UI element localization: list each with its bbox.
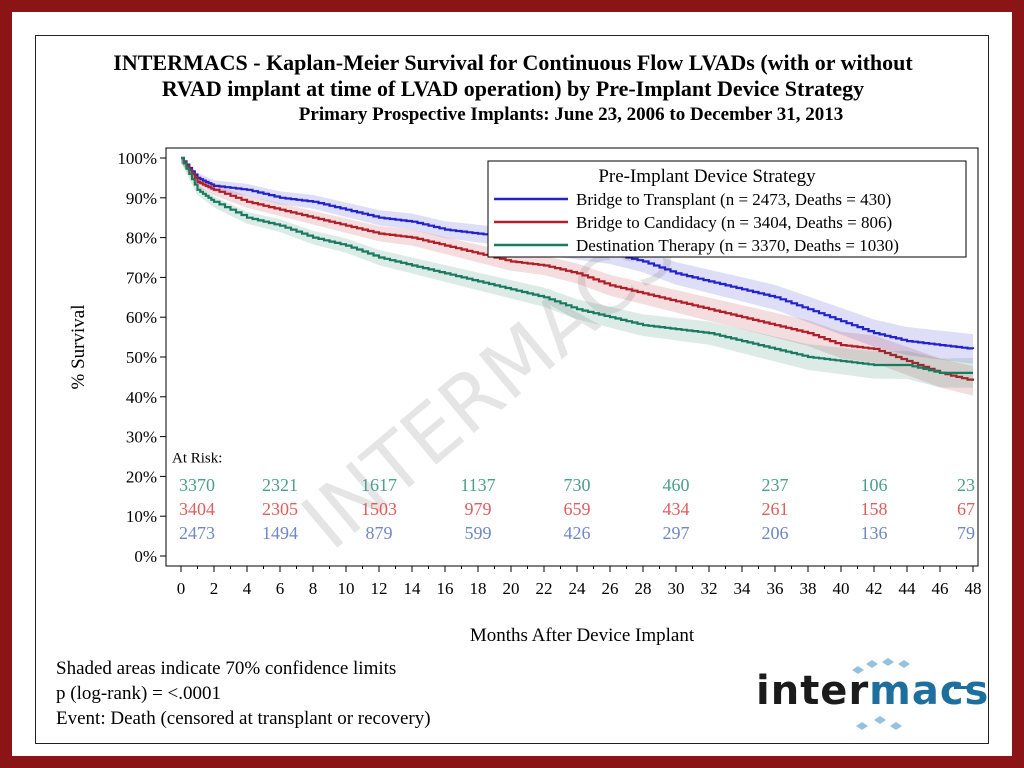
at-risk-value: 426 [564, 523, 591, 543]
y-tick-label: 20% [126, 467, 157, 486]
x-tick-label: 44 [899, 579, 917, 598]
at-risk-value: 261 [762, 499, 789, 519]
y-tick-label: 0% [134, 547, 157, 566]
footnote-pvalue: p (log-rank) = <.0001 [56, 683, 221, 704]
at-risk-value: 206 [762, 523, 789, 543]
at-risk-value: 106 [861, 475, 888, 495]
y-tick-label: 50% [126, 348, 157, 367]
x-tick-label: 4 [243, 579, 252, 598]
x-tick-label: 34 [734, 579, 752, 598]
at-risk-value: 23 [957, 475, 975, 495]
at-risk-value: 1503 [361, 499, 397, 519]
at-risk-value: 3404 [179, 499, 215, 519]
confidence-band [181, 158, 973, 396]
y-tick-label: 10% [126, 507, 157, 526]
logo-text-inter: inter [756, 668, 870, 714]
x-tick-label: 42 [866, 579, 883, 598]
at-risk-value: 79 [957, 523, 975, 543]
x-tick-label: 26 [602, 579, 619, 598]
at-risk-value: 460 [663, 475, 690, 495]
x-tick-label: 10 [338, 579, 355, 598]
y-tick-label: 30% [126, 428, 157, 447]
y-tick-label: 60% [126, 308, 157, 327]
footnote-confidence: Shaded areas indicate 70% confidence lim… [56, 658, 397, 679]
x-tick-label: 30 [668, 579, 685, 598]
x-tick-label: 8 [309, 579, 318, 598]
x-tick-label: 18 [470, 579, 487, 598]
x-tick-label: 16 [437, 579, 454, 598]
x-tick-label: 2 [210, 579, 219, 598]
logo-text-macs: macs [869, 668, 990, 714]
at-risk-value: 2473 [179, 523, 215, 543]
chart-title-line-2: RVAD implant at time of LVAD operation) … [161, 76, 865, 101]
page-frame: INTERMACS - Kaplan-Meier Survival for Co… [12, 12, 1012, 756]
x-tick-label: 24 [569, 579, 587, 598]
y-tick-label: 100% [117, 149, 157, 168]
survival-line [181, 156, 973, 374]
chart-title-line-1: INTERMACS - Kaplan-Meier Survival for Co… [113, 50, 913, 75]
x-tick-label: 28 [635, 579, 652, 598]
x-axis-label: Months After Device Implant [470, 625, 695, 646]
x-tick-label: 46 [932, 579, 949, 598]
at-risk-value: 2305 [262, 499, 298, 519]
at-risk-value: 3370 [179, 475, 215, 495]
y-tick-label: 80% [126, 229, 157, 248]
x-tick-label: 48 [965, 579, 982, 598]
at-risk-value: 1494 [262, 523, 298, 543]
at-risk-value: 1137 [460, 475, 495, 495]
at-risk-value: 599 [465, 523, 492, 543]
x-tick-label: 40 [833, 579, 850, 598]
y-axis-label: % Survival [68, 305, 89, 390]
y-tick-label: 40% [126, 388, 157, 407]
x-tick-label: 22 [536, 579, 553, 598]
confidence-band [181, 158, 973, 364]
survival-line [181, 156, 975, 381]
legend-entry: Bridge to Candidacy (n = 3404, Deaths = … [576, 213, 892, 232]
at-risk-value: 1617 [361, 475, 397, 495]
at-risk-value: 67 [957, 499, 975, 519]
at-risk-value: 297 [663, 523, 690, 543]
at-risk-value: 979 [465, 499, 492, 519]
chart-panel: INTERMACS - Kaplan-Meier Survival for Co… [35, 35, 989, 744]
at-risk-value: 237 [762, 475, 789, 495]
x-tick-label: 14 [404, 579, 422, 598]
logo-graphic [852, 658, 968, 730]
legend-box [487, 160, 967, 258]
x-tick-label: 38 [800, 579, 817, 598]
legend-title: Pre-Implant Device Strategy [598, 166, 816, 187]
survival-chart: INTERMACS0%10%20%30%40%50%60%70%80%90%10… [68, 147, 982, 646]
x-tick-label: 6 [276, 579, 285, 598]
legend-entry: Destination Therapy (n = 3370, Deaths = … [576, 236, 899, 255]
at-risk-value: 136 [861, 523, 888, 543]
x-tick-label: 32 [701, 579, 718, 598]
at-risk-label: At Risk: [172, 450, 222, 466]
logo-wordmark: intermacs [756, 668, 989, 714]
y-tick-label: 70% [126, 268, 157, 287]
x-tick-label: 20 [503, 579, 520, 598]
at-risk-value: 879 [366, 523, 393, 543]
at-risk-value: 158 [861, 499, 888, 519]
at-risk-value: 730 [564, 475, 591, 495]
x-tick-label: 36 [767, 579, 784, 598]
chart-subtitle: Primary Prospective Implants: June 23, 2… [298, 104, 844, 125]
at-risk-value: 2321 [262, 475, 298, 495]
at-risk-value: 434 [663, 499, 690, 519]
legend-entry: Bridge to Transplant (n = 2473, Deaths =… [576, 190, 891, 209]
x-tick-label: 0 [177, 579, 186, 598]
y-tick-label: 90% [126, 189, 157, 208]
footnote-event: Event: Death (censored at transplant or … [56, 708, 431, 729]
at-risk-value: 659 [564, 499, 591, 519]
intermacs-logo: intermacs [756, 656, 988, 736]
x-tick-label: 12 [371, 579, 388, 598]
